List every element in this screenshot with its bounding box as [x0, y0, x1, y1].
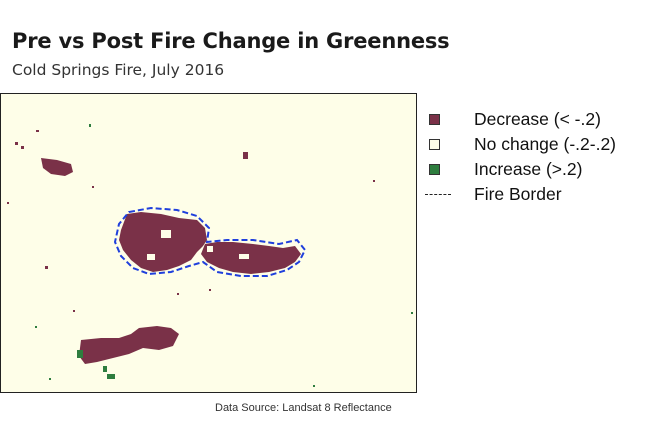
data-source-note: Data Source: Landsat 8 Reflectance	[215, 402, 392, 414]
decrease-pixel	[177, 293, 179, 295]
no-change-pocket	[207, 246, 213, 252]
decrease-pixel	[45, 266, 48, 269]
increase-patch	[107, 374, 115, 379]
map-title: Pre vs Post Fire Change in Greenness	[12, 29, 450, 53]
legend-label-increase: Increase (>.2)	[474, 158, 583, 179]
change-map-raster	[7, 124, 413, 387]
decrease-swatch-icon	[429, 113, 440, 125]
decrease-pixel	[7, 202, 9, 204]
no-change-pocket	[161, 230, 171, 238]
decrease-pixel	[21, 146, 24, 149]
legend-item-decrease: Decrease (< -.2)	[427, 108, 601, 130]
increase-patch	[77, 350, 83, 358]
decrease-pixel	[36, 130, 39, 132]
legend-label-fire-border: Fire Border	[474, 183, 562, 204]
decrease-pixel	[243, 152, 248, 159]
decrease-pixel	[373, 180, 375, 182]
decrease-patch-northwest	[41, 158, 73, 176]
no-change-pocket	[239, 254, 249, 259]
legend-item-no-change: No change (-.2-.2)	[427, 133, 616, 155]
increase-pixel	[89, 124, 91, 127]
increase-pixel	[35, 326, 37, 328]
increase-pixel	[313, 385, 315, 387]
decrease-patch-east	[201, 242, 301, 274]
legend-item-fire-border: Fire Border	[425, 183, 562, 205]
fire-border-line	[113, 206, 307, 277]
decrease-pixel	[73, 310, 75, 312]
legend-item-increase: Increase (>.2)	[427, 158, 582, 180]
map-subtitle: Cold Springs Fire, July 2016	[12, 61, 225, 79]
increase-patch	[103, 366, 107, 372]
decrease-pixel	[92, 186, 94, 188]
no-change-pocket	[147, 254, 155, 260]
increase-pixel	[49, 378, 51, 380]
increase-swatch-icon	[429, 163, 440, 175]
fire-border-line-icon	[425, 193, 451, 195]
change-map	[0, 93, 417, 393]
legend-label-decrease: Decrease (< -.2)	[474, 108, 601, 129]
increase-pixel	[411, 312, 413, 314]
legend-label-no-change: No change (-.2-.2)	[474, 133, 617, 154]
decrease-patch-south	[79, 326, 179, 364]
decrease-pixel	[15, 142, 18, 145]
decrease-patch-west	[119, 212, 207, 272]
decrease-pixel	[209, 289, 211, 291]
no-change-swatch-icon	[429, 138, 440, 150]
